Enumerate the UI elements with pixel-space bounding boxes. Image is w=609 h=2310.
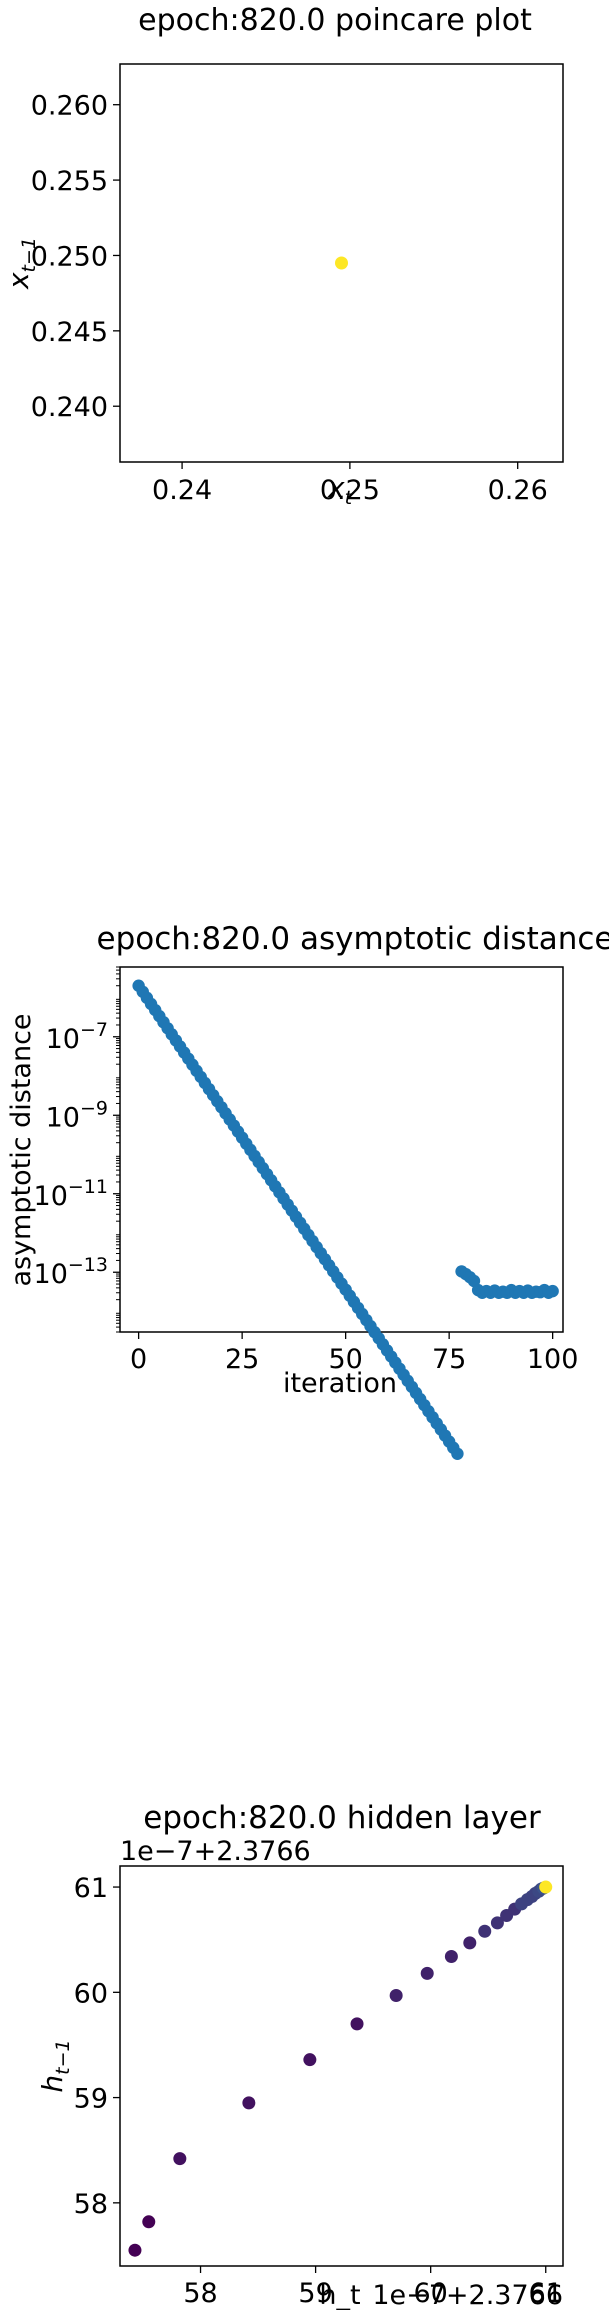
data-point [142, 2215, 156, 2229]
y-tick-label: 60 [74, 1978, 108, 2009]
y-tick-label: 58 [74, 2189, 108, 2220]
y-tick-label: 61 [74, 1873, 108, 1904]
data-point [478, 1924, 492, 1938]
data-point [242, 2096, 256, 2110]
poincare-plot-chart: epoch:820.0 poincare plot 0.24 0.25 0.26 0… [2, 3, 564, 509]
x-tick-label: 59 [298, 2278, 332, 2309]
poincare-y-axis-label: xt−1 [2, 237, 40, 290]
data-point [490, 1916, 504, 1930]
poincare-x-ticks: 0.24 0.25 0.26 [152, 462, 548, 506]
hidden-x-ticks: 58 59 60 61 [183, 2266, 563, 2309]
data-point [335, 256, 348, 270]
hidden-layer-y-offset-text: 1e−7+2.3766 [120, 1836, 311, 1867]
hidden-layer-x-offset-text: 1e−7+2.3766 [372, 2280, 563, 2310]
x-tick-label: 0 [130, 1344, 147, 1375]
hidden-layer-plot-area [119, 1865, 564, 2267]
data-point [444, 1950, 458, 1964]
data-point [420, 1966, 434, 1980]
asymptotic-x-axis-label: iteration [283, 1368, 397, 1399]
poincare-y-ticks: 0.240 0.245 0.250 0.255 0.260 [31, 91, 120, 423]
hidden-y-axis-label: ht−1 [36, 2039, 74, 2092]
x-tick-label: 61 [529, 2278, 563, 2309]
y-tick-label: 0.255 [31, 166, 108, 197]
data-point [451, 1447, 464, 1460]
data-point [546, 1284, 559, 1298]
asymptotic-y-axis-label: asymptotic distance [6, 1013, 37, 1286]
y-tick-label: 0.250 [31, 241, 108, 272]
y-tick-label: 10−7 [46, 1019, 108, 1055]
y-tick-label: 10−9 [46, 1097, 108, 1133]
x-tick-label: 75 [432, 1344, 466, 1375]
data-point [128, 2243, 142, 2257]
x-tick-label: 60 [413, 2278, 447, 2309]
asymptotic-points [132, 979, 559, 1460]
data-point [303, 2053, 317, 2067]
x-tick-label: 100 [527, 1344, 579, 1375]
x-tick-label: 50 [328, 1344, 362, 1375]
hidden-points [128, 1880, 553, 2257]
asymptotic-distance-title: epoch:820.0 asymptotic distance [97, 921, 609, 957]
hidden-layer-chart: epoch:820.0 hidden layer 1e−7+2.3766 58 5… [36, 1800, 564, 2310]
y-tick-label: 0.240 [31, 392, 108, 423]
x-tick-label: 0.26 [488, 475, 548, 506]
data-point [539, 1880, 553, 1894]
y-tick-label: 10−11 [34, 1176, 108, 1212]
hidden-x-axis-label: h_t [319, 2280, 360, 2310]
data-point [389, 1988, 403, 2002]
y-tick-label: 10−13 [34, 1254, 108, 1290]
data-point [173, 2152, 187, 2166]
y-tick-label: 59 [74, 2084, 108, 2115]
x-tick-label: 0.25 [320, 475, 380, 506]
asymptotic-distance-chart: epoch:820.0 asymptotic distance 0 25 50 75 1… [6, 921, 609, 1460]
x-tick-label: 58 [183, 2278, 217, 2309]
x-tick-label: 0.24 [152, 475, 212, 506]
asymptotic-distance-plot-area [119, 966, 564, 1333]
data-point [350, 2017, 364, 2031]
data-point [463, 1936, 477, 1950]
hidden-layer-title: epoch:820.0 hidden layer [143, 1800, 541, 1836]
asymptotic-y-ticks: 10−13 10−11 10−9 10−7 [34, 966, 120, 1333]
poincare-x-axis-label: xt [327, 471, 354, 509]
poincare-plot-title: epoch:820.0 poincare plot [138, 3, 532, 38]
x-tick-label: 25 [225, 1344, 259, 1375]
y-tick-label: 0.260 [31, 91, 108, 122]
y-tick-label: 0.245 [31, 317, 108, 348]
poincare-points [335, 256, 348, 270]
asymptotic-x-ticks: 0 25 50 75 100 [130, 1332, 578, 1375]
poincare-plot-area [119, 63, 564, 463]
hidden-y-ticks: 58 59 60 61 [74, 1873, 120, 2220]
